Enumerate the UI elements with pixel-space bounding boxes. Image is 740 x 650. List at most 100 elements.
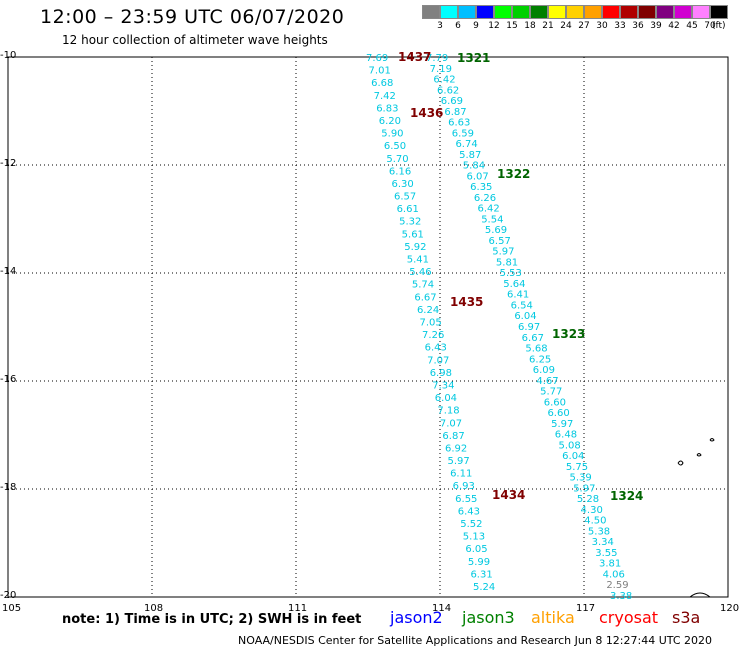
map-frame	[7, 56, 729, 598]
longitude-label: 117	[576, 603, 596, 614]
colorbar-label: 21	[542, 21, 554, 31]
wave-height-value: 5.84	[463, 161, 485, 172]
pass-time-label: 1437	[398, 50, 431, 64]
footer-credit: NOAA/NESDIS Center for Satellite Applica…	[238, 634, 713, 647]
wave-height-value: 3.81	[599, 559, 621, 570]
wave-height-value: 5.74	[412, 280, 434, 291]
colorbar-swatch	[458, 5, 476, 19]
wave-height-value: 4.06	[603, 569, 625, 580]
wave-height-value: 6.48	[555, 430, 577, 441]
wave-height-value: 6.67	[414, 292, 436, 303]
map-subtitle: 12 hour collection of altimeter wave hei…	[62, 33, 328, 47]
colorbar-swatch	[710, 5, 728, 19]
satellite-legend-item: cryosat	[599, 608, 659, 627]
wave-height-value: 6.87	[442, 431, 464, 442]
wave-height-value: 5.39	[570, 473, 592, 484]
wave-height-value: 3.55	[595, 548, 617, 559]
island-outline	[689, 592, 711, 598]
colorbar-label: 12	[488, 21, 500, 31]
wave-height-value: 6.04	[514, 311, 536, 322]
wave-height-value: 5.69	[485, 225, 507, 236]
wave-height-value: 5.41	[407, 255, 429, 266]
island-outline	[709, 438, 715, 442]
wave-height-value: 7.07	[440, 418, 462, 429]
colorbar-swatch	[440, 5, 458, 19]
colorbar-label: 30	[596, 21, 608, 31]
wave-height-value: 5.75	[566, 462, 588, 473]
pass-time-label: 1435	[450, 295, 483, 309]
colorbar-swatch	[602, 5, 620, 19]
wave-height-value: 5.32	[399, 217, 421, 228]
colorbar-label: 6	[455, 21, 461, 31]
wave-height-value: 5.70	[386, 154, 408, 165]
colorbar-label: 18	[524, 21, 536, 31]
wave-height-value: 7.34	[432, 380, 454, 391]
wave-height-value: 6.43	[425, 343, 447, 354]
latitude-label: -14	[0, 266, 17, 277]
wave-height-value: 5.92	[404, 242, 426, 253]
wave-height-value: 6.60	[547, 408, 569, 419]
wave-height-value: 6.43	[458, 506, 480, 517]
colorbar-swatch	[566, 5, 584, 19]
wave-height-value: 6.26	[474, 193, 496, 204]
pass-time-label: 1321	[457, 51, 490, 65]
wave-height-value: 4.67	[536, 376, 558, 387]
longitude-label: 105	[2, 603, 22, 614]
pass-time-label: 1323	[552, 327, 585, 341]
colorbar-swatch	[530, 5, 548, 19]
latitude-label: -20	[0, 590, 17, 601]
wave-height-value: 5.97	[573, 483, 595, 494]
wave-height-value: 6.25	[529, 354, 551, 365]
satellite-legend-item: jason3	[462, 608, 515, 627]
wave-height-value: 6.97	[518, 322, 540, 333]
satellite-legend-item: s3a	[672, 608, 701, 627]
wave-height-value: 6.05	[465, 544, 487, 555]
wave-height-value: 5.97	[551, 419, 573, 430]
colorbar-label: 24	[560, 21, 572, 31]
wave-height-value: 5.99	[468, 557, 490, 568]
colorbar-label: 15	[506, 21, 518, 31]
wave-height-value: 7.42	[374, 91, 396, 102]
wave-height-value: 6.57	[489, 236, 511, 247]
colorbar-swatch	[692, 5, 710, 19]
colorbar-label: 9	[473, 21, 479, 31]
island-outline	[677, 460, 684, 466]
latitude-label: -18	[0, 482, 17, 493]
wave-height-value: 6.74	[455, 139, 477, 150]
colorbar-swatch	[422, 5, 440, 19]
wave-height-value: 6.30	[391, 179, 413, 190]
longitude-label: 120	[720, 603, 740, 614]
wave-height-value: 6.63	[448, 118, 470, 129]
wave-height-value: 6.83	[376, 103, 398, 114]
wave-height-value: 5.38	[588, 526, 610, 537]
colorbar-label: 3	[437, 21, 443, 31]
satellite-legend-item: jason2	[390, 608, 443, 627]
wave-height-value: 5.97	[448, 456, 470, 467]
notes: note: 1) Time is in UTC; 2) SWH is in fe…	[62, 612, 362, 627]
wave-height-value: 6.59	[452, 128, 474, 139]
wave-height-value: 6.11	[450, 469, 472, 480]
wave-height-value: 6.69	[441, 96, 463, 107]
wave-height-value: 6.98	[430, 368, 452, 379]
longitude-label: 114	[432, 603, 452, 614]
wave-height-value: 5.53	[500, 268, 522, 279]
wave-height-value: 6.54	[511, 300, 533, 311]
wave-height-value: 3.38	[610, 591, 632, 602]
wave-height-value: 4.30	[581, 505, 603, 516]
colorbar-unit: (ft)	[712, 21, 726, 31]
wave-height-value: 7.18	[437, 406, 459, 417]
colorbar-label: 39	[650, 21, 662, 31]
wave-height-value: 5.08	[558, 440, 580, 451]
wave-height-value: 2.59	[606, 580, 628, 591]
wave-height-value: 6.16	[389, 166, 411, 177]
wave-height-value: 5.28	[577, 494, 599, 505]
wave-height-value: 7.79	[426, 53, 448, 64]
pass-time-label: 1436	[410, 106, 443, 120]
wave-height-value: 6.07	[466, 171, 488, 182]
wave-height-value: 7.69	[366, 53, 388, 64]
wave-height-value: 6.57	[394, 192, 416, 203]
wave-height-value: 6.67	[522, 333, 544, 344]
colorbar-label: 33	[614, 21, 626, 31]
wave-height-value: 6.31	[470, 569, 492, 580]
